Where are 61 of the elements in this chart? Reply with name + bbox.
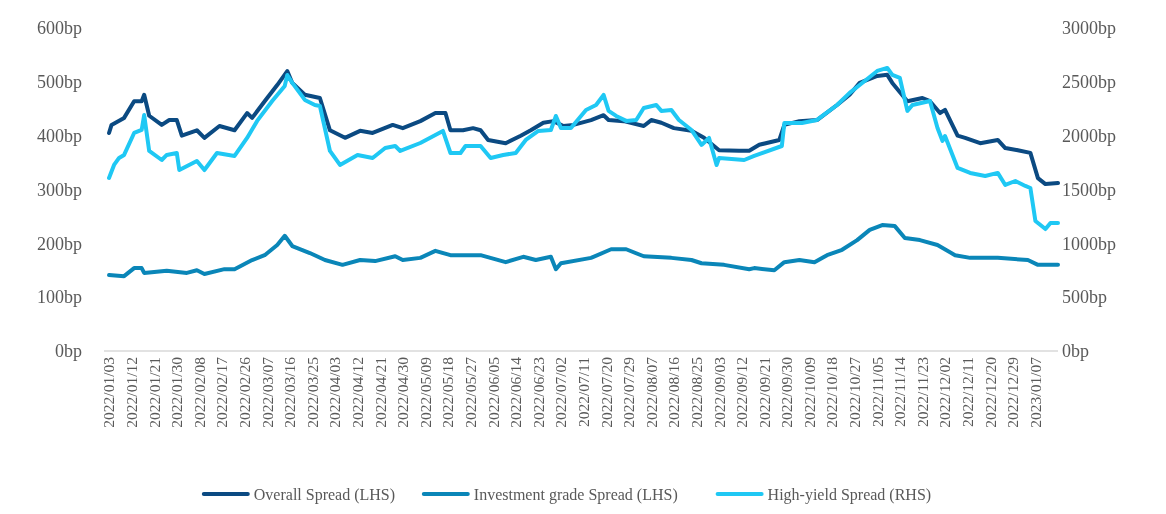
y2-tick-label: 1500bp xyxy=(1062,179,1116,200)
x-tick-label: 2022/02/17 xyxy=(213,356,231,428)
x-tick-label: 2022/10/09 xyxy=(800,356,818,428)
x-tick-label: 2022/04/12 xyxy=(348,357,366,428)
line-series xyxy=(107,223,1060,279)
x-tick-label: 2022/07/20 xyxy=(597,356,615,428)
x-tick-label: 2022/03/07 xyxy=(258,356,276,428)
x-tick-label: 2022/09/12 xyxy=(733,357,751,428)
x-tick-label: 2022/04/30 xyxy=(394,356,412,428)
x-tick-label: 2022/02/08 xyxy=(190,356,208,428)
x-tick-label: 2022/10/27 xyxy=(846,356,864,428)
y-tick-label: 500bp xyxy=(37,72,82,93)
y2-tick-label: 1000bp xyxy=(1062,233,1116,254)
legend-label: High-yield Spread (RHS) xyxy=(767,486,932,504)
x-tick-label: 2022/02/26 xyxy=(236,356,254,428)
y-tick-label: 100bp xyxy=(37,287,82,308)
x-tick-label: 2022/07/11 xyxy=(574,357,592,428)
x-tick-label: 2022/12/02 xyxy=(936,357,954,428)
x-tick-label: 2022/05/09 xyxy=(416,356,434,428)
y2-tick-label: 0bp xyxy=(1062,341,1089,362)
x-tick-label: 2022/11/23 xyxy=(913,356,931,428)
x-tick-label: 2022/01/03 xyxy=(100,356,118,428)
y2-tick-label: 2500bp xyxy=(1062,72,1116,93)
x-tick-label: 2022/04/21 xyxy=(371,357,389,428)
x-tick-label: 2022/06/23 xyxy=(529,356,547,428)
legend-label: Investment grade Spread (LHS) xyxy=(473,486,678,504)
y2-tick-label: 3000bp xyxy=(1062,18,1116,39)
y2-tick-label: 2000bp xyxy=(1062,125,1116,146)
x-tick-label: 2022/06/05 xyxy=(484,356,502,428)
x-tick-label: 2022/12/29 xyxy=(1004,356,1022,428)
y2-tick-label: 500bp xyxy=(1062,287,1107,308)
x-tick-label: 2022/08/16 xyxy=(665,356,683,428)
x-tick-label: 2022/07/02 xyxy=(552,357,570,428)
x-tick-label: 2022/08/07 xyxy=(642,356,660,428)
x-tick-label: 2022/01/12 xyxy=(123,357,141,428)
x-tick-label: 2022/12/11 xyxy=(959,357,977,428)
line-series xyxy=(107,65,1060,232)
y-tick-label: 300bp xyxy=(37,179,82,200)
x-tick-label: 2022/06/14 xyxy=(507,356,525,428)
x-tick-label: 2022/12/20 xyxy=(981,356,999,428)
x-tick-label: 2022/03/25 xyxy=(303,356,321,428)
x-tick-label: 2022/09/03 xyxy=(710,356,728,428)
x-tick-label: 2022/11/05 xyxy=(868,356,886,428)
x-tick-label: 2022/11/14 xyxy=(891,356,909,428)
x-tick-label: 2022/10/18 xyxy=(823,356,841,428)
x-tick-label: 2023/01/07 xyxy=(1026,356,1044,428)
x-tick-label: 2022/03/16 xyxy=(281,356,299,428)
x-tick-label: 2022/07/29 xyxy=(620,356,638,428)
x-tick-label: 2022/05/27 xyxy=(461,356,479,428)
y-tick-label: 200bp xyxy=(37,233,82,254)
x-tick-label: 2022/01/30 xyxy=(168,356,186,428)
x-tick-label: 2022/09/30 xyxy=(778,356,796,428)
x-tick-label: 2022/05/18 xyxy=(439,356,457,428)
y-tick-label: 600bp xyxy=(37,18,82,39)
y-tick-label: 400bp xyxy=(37,125,82,146)
y-tick-label: 0bp xyxy=(55,341,82,362)
x-tick-label: 2022/04/03 xyxy=(326,356,344,428)
x-tick-label: 2022/08/25 xyxy=(687,356,705,428)
legend-label: Overall Spread (LHS) xyxy=(253,486,396,504)
x-tick-label: 2022/01/21 xyxy=(145,357,163,428)
x-tick-label: 2022/09/21 xyxy=(755,357,773,428)
